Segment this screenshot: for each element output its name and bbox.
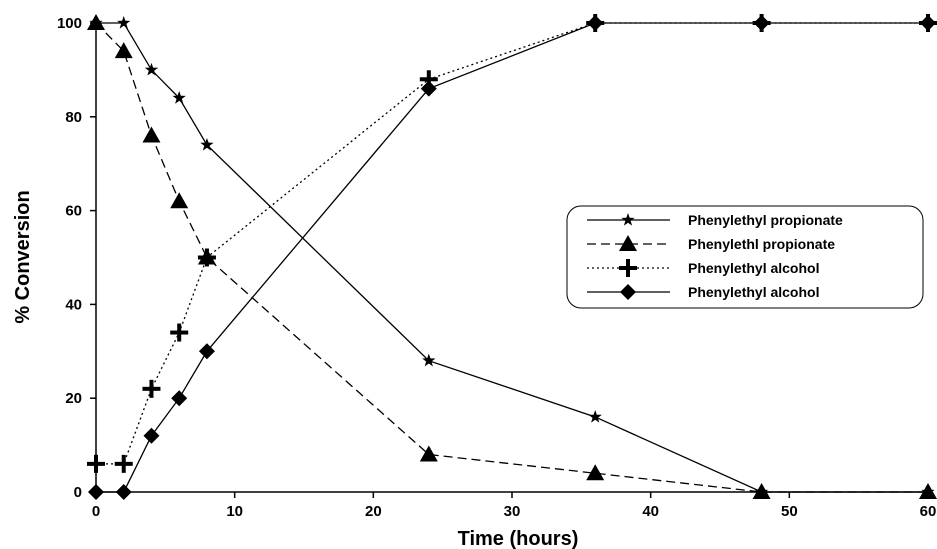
y-tick-label: 80: [65, 109, 82, 126]
x-tick-label: 60: [920, 503, 937, 520]
plus-marker: [142, 379, 161, 398]
triangle-marker: [114, 42, 133, 59]
y-tick-label: 40: [65, 296, 82, 313]
plus-marker-v: [626, 259, 630, 277]
plus-marker-v: [149, 379, 154, 398]
y-tick-label: 20: [65, 390, 82, 407]
star-marker: [200, 137, 214, 151]
triangle-marker: [586, 464, 605, 481]
legend: Phenylethyl propionate Phenylethl propion…: [566, 205, 924, 309]
diamond-marker: [420, 80, 437, 97]
diamond-marker: [143, 427, 160, 444]
legend-entry: Phenylethyl alcohol: [587, 284, 819, 300]
plus-marker-v: [426, 70, 431, 89]
plus-marker: [619, 259, 637, 277]
star-marker: [588, 409, 602, 423]
diamond-marker: [587, 15, 604, 31]
y-ticks: 0 20 40 60 80 100: [57, 15, 96, 501]
plus-marker-v: [204, 248, 209, 267]
triangle-marker: [752, 483, 771, 499]
star-marker: [172, 91, 186, 104]
series-layer: [87, 14, 937, 500]
x-tick-label: 0: [92, 503, 100, 520]
triangle-marker: [619, 235, 637, 251]
x-axis-title: Time (hours): [458, 528, 579, 549]
diamond-marker: [753, 15, 770, 31]
plus-marker: [419, 70, 438, 89]
star-marker: [144, 62, 159, 76]
y-tick-label: 60: [65, 203, 82, 220]
triangle-marker: [87, 14, 105, 30]
plus-marker: [114, 454, 133, 473]
x-tick-label: 50: [781, 503, 798, 520]
legend-label: Phenylethyl alcohol: [688, 260, 819, 276]
diamond-marker: [88, 484, 104, 500]
triangle-marker: [919, 483, 937, 499]
legend-label: Phenylethl propionate: [688, 236, 835, 252]
plus-marker: [197, 248, 216, 267]
x-tick-label: 40: [642, 503, 659, 520]
x-tick-label: 30: [504, 503, 521, 520]
diamond-marker: [171, 390, 188, 407]
x-ticks: 0 10 20 30 40 50 60: [92, 492, 937, 520]
plus-marker: [87, 454, 105, 473]
legend-label: Phenylethyl propionate: [688, 212, 843, 228]
star-marker: [117, 16, 131, 29]
star-marker: [621, 213, 635, 226]
legend-entry: Phenylethyl alcohol: [587, 259, 819, 277]
y-tick-label: 100: [57, 15, 82, 32]
series-4: [88, 15, 936, 500]
diamond-marker: [115, 484, 132, 500]
legend-box: [566, 205, 924, 309]
x-tick-label: 10: [226, 503, 243, 520]
triangle-marker: [142, 126, 161, 143]
plus-marker-v: [94, 454, 98, 473]
diamond-marker: [920, 15, 936, 31]
x-tick-label: 20: [365, 503, 382, 520]
plus-marker-v: [121, 454, 126, 473]
legend-entry: Phenylethyl propionate: [587, 212, 843, 228]
diamond-marker: [620, 284, 636, 300]
y-axis-title: % Conversion: [12, 190, 34, 323]
star-marker: [422, 353, 436, 367]
legend-label: Phenylethyl alcohol: [688, 284, 819, 300]
plus-marker-v: [177, 323, 182, 342]
plus-marker: [170, 323, 189, 342]
triangle-marker: [170, 192, 189, 209]
y-tick-label: 0: [74, 484, 82, 501]
triangle-marker: [419, 445, 438, 462]
diamond-marker: [198, 343, 215, 360]
legend-entry: Phenylethl propionate: [587, 235, 835, 252]
